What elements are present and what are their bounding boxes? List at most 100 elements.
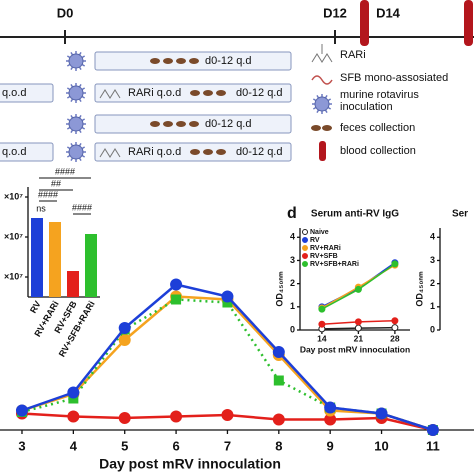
y-tick-label: 1 — [430, 301, 435, 311]
x-tick-label: 6 — [172, 438, 179, 453]
x-axis-label: Day post mRV innoculation — [300, 344, 410, 354]
y-tick-label: 4 — [290, 232, 295, 242]
legend-label: RARi — [340, 49, 366, 61]
data-point — [15, 404, 28, 417]
panel-label: d — [287, 205, 297, 222]
y-tick-label: ×10⁷ — [4, 231, 23, 241]
rari-icon — [99, 89, 121, 99]
feces-icon — [189, 58, 199, 64]
legend-marker — [302, 253, 308, 259]
rari-icon — [311, 44, 333, 63]
chart-title: Ser — [452, 209, 468, 220]
data-point — [391, 260, 399, 268]
schematic-rows: d0-12 q.d q.o.d RARi q.o.d d0-12 q.d d0-12 q… — [0, 51, 292, 162]
rari-icon — [99, 148, 121, 158]
feces-icon — [216, 149, 226, 155]
legend-marker — [302, 229, 308, 235]
legend-label: murine rotavirus — [340, 89, 419, 101]
rari-label: RARi q.o.d — [128, 146, 181, 158]
virus-icon — [314, 96, 330, 112]
data-point — [170, 278, 183, 291]
feces-icon — [163, 58, 173, 64]
legend-label: Naive — [310, 229, 329, 236]
tube-icon — [319, 141, 326, 161]
bar — [49, 222, 61, 297]
feces-icon — [176, 121, 186, 127]
bar — [31, 218, 43, 297]
x-tick-label: 21 — [354, 333, 364, 343]
x-tick-label: 9 — [327, 438, 334, 453]
treatment-label: d0-12 q.d — [236, 87, 282, 99]
y-tick-label: ×10⁷ — [4, 191, 23, 201]
legend-label: RV — [310, 237, 320, 244]
y-tick-label: 2 — [430, 278, 435, 288]
feces-icon — [150, 58, 160, 64]
significance: #### — [38, 189, 58, 199]
y-axis-label: OD₄₅₀ₙₘ — [274, 271, 284, 307]
data-point — [354, 285, 362, 293]
bar — [85, 234, 97, 297]
legend-marker — [302, 261, 308, 267]
feces-icon — [203, 90, 213, 96]
data-point — [170, 410, 183, 423]
significance-brackets — [39, 177, 91, 215]
day-label: D12 — [323, 5, 347, 20]
y-tick-label: 3 — [290, 255, 295, 265]
legend-label: RV+RARi — [310, 245, 341, 252]
virus-icon — [68, 116, 84, 132]
y-tick-label: ×10⁷ — [4, 271, 23, 281]
significance: ns — [36, 203, 46, 213]
data-point — [118, 412, 131, 424]
bar — [67, 271, 79, 297]
blood-tube — [464, 0, 473, 46]
feces-icon — [311, 125, 321, 131]
x-tick-label: 11 — [426, 438, 440, 453]
treatment-box — [0, 142, 54, 162]
day-label: D14 — [376, 5, 401, 20]
legend-label: RV+SFB — [310, 253, 338, 260]
data-point — [171, 294, 182, 305]
feces-icon — [189, 121, 199, 127]
feces-icon — [163, 121, 173, 127]
data-point — [67, 386, 80, 399]
treatment-box — [0, 83, 54, 103]
data-point — [318, 305, 326, 313]
feces-icon — [190, 90, 200, 96]
day-label: D0 — [57, 5, 74, 20]
x-tick-label: 14 — [317, 333, 327, 343]
x-tick-label: 10 — [374, 438, 388, 453]
y-tick-label: 4 — [430, 232, 435, 242]
y-tick-label: 2 — [290, 278, 295, 288]
legend-marker — [302, 237, 308, 243]
data-point — [391, 324, 399, 332]
significance: ## — [51, 178, 61, 188]
y-tick-label: 0 — [290, 324, 295, 334]
treatment-label: d0-12 q.d — [205, 55, 251, 67]
legend-label: inoculation — [340, 101, 393, 113]
y-axis-label: OD₄₅₀ₙₘ — [414, 271, 424, 307]
x-tick-label: 28 — [390, 333, 400, 343]
feces-icon — [176, 58, 186, 64]
feces-icon — [322, 125, 332, 131]
virus-icon — [68, 53, 84, 69]
legend-label: SFB mono-assosiated — [340, 72, 448, 84]
virus-icon — [68, 144, 84, 160]
legend-label: feces collection — [340, 122, 415, 134]
x-tick-label: 3 — [18, 438, 25, 453]
data-point — [318, 320, 326, 328]
data-point — [67, 410, 80, 423]
data-point — [324, 401, 337, 414]
x-tick-label: 5 — [121, 438, 128, 453]
x-tick-label: RV — [28, 299, 43, 315]
data-point — [426, 424, 439, 436]
x-axis-label: Day post mRV innoculation — [99, 456, 281, 472]
y-tick-label: 1 — [290, 301, 295, 311]
data-point — [272, 413, 285, 426]
blood-tube — [360, 0, 369, 46]
sfb-icon — [311, 75, 333, 85]
feces-icon — [150, 121, 160, 127]
y-tick-label: 0 — [430, 324, 435, 334]
y-tick-label: 3 — [430, 255, 435, 265]
feces-icon — [216, 90, 226, 96]
